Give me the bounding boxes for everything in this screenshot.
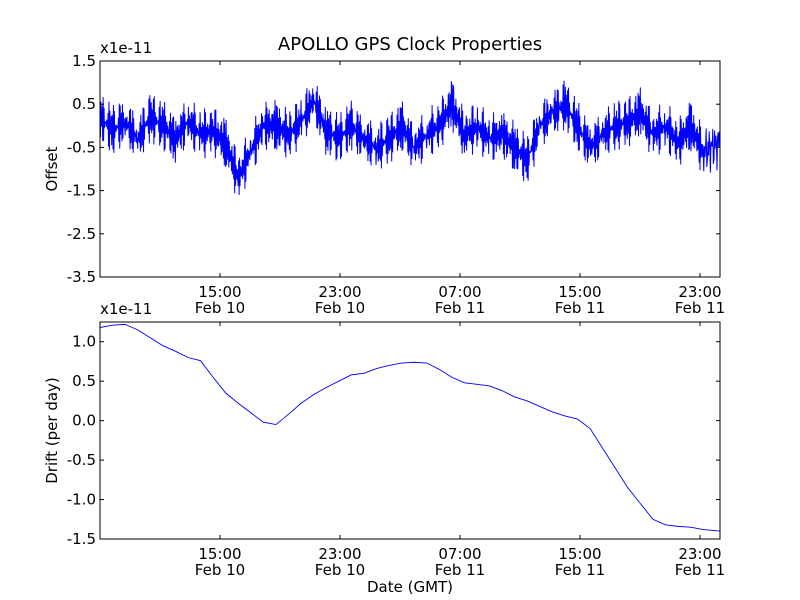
series-line-offset <box>100 80 720 196</box>
x-tick-label-date: Feb 10 <box>195 561 245 579</box>
y-tick-label: 1.5 <box>72 52 96 70</box>
x-tick-label-date: Feb 10 <box>315 299 365 317</box>
y-tick-label: 0.5 <box>72 95 96 113</box>
plot-frame <box>99 60 721 278</box>
x-tick-label-date: Feb 11 <box>555 299 605 317</box>
x-tick-label-date: Feb 11 <box>675 299 725 317</box>
x-tick-label-time: 07:00 <box>438 545 481 563</box>
x-tick-label-time: 23:00 <box>318 545 361 563</box>
y-tick-label: -3.5 <box>67 268 96 286</box>
y-axis-label: Offset <box>43 146 61 191</box>
x-tick-label-date: Feb 11 <box>675 561 725 579</box>
x-tick-label-date: Feb 11 <box>435 299 485 317</box>
series-line-drift <box>100 323 720 532</box>
y-tick-label: 1.0 <box>72 333 96 351</box>
y-tick-label: -2.5 <box>67 225 96 243</box>
x-tick-label-time: 15:00 <box>198 283 241 301</box>
axis-scale-label: x1e-11 <box>100 300 152 318</box>
y-axis-label: Drift (per day) <box>43 377 61 484</box>
chart-title: APOLLO GPS Clock Properties <box>278 34 542 55</box>
x-tick-label-date: Feb 11 <box>555 561 605 579</box>
y-tick-label: -0.5 <box>67 138 96 156</box>
x-tick-label-time: 15:00 <box>198 545 241 563</box>
x-tick-label-time: 15:00 <box>558 283 601 301</box>
x-tick-label-date: Feb 10 <box>195 299 245 317</box>
y-tick-label: 0.5 <box>72 372 96 390</box>
x-tick-label-time: 15:00 <box>558 545 601 563</box>
axis-scale-label: x1e-11 <box>100 39 152 57</box>
y-tick-label: 0.0 <box>72 412 96 430</box>
plot-frame <box>99 321 721 540</box>
y-tick-label: -1.5 <box>67 182 96 200</box>
y-tick-label: -0.5 <box>67 451 96 469</box>
x-tick-label-date: Feb 10 <box>315 561 365 579</box>
y-tick-label: -1.5 <box>67 530 96 548</box>
x-tick-label-date: Feb 11 <box>435 561 485 579</box>
y-tick-label: -1.0 <box>67 491 96 509</box>
x-tick-label-time: 07:00 <box>438 283 481 301</box>
x-axis-label: Date (GMT) <box>367 578 453 596</box>
x-tick-label-time: 23:00 <box>678 283 721 301</box>
x-tick-label-time: 23:00 <box>318 283 361 301</box>
x-tick-label-time: 23:00 <box>678 545 721 563</box>
